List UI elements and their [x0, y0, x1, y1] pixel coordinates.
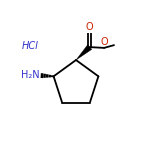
Text: HCl: HCl	[22, 41, 39, 51]
Text: H₂N: H₂N	[21, 70, 40, 80]
Text: O: O	[86, 22, 93, 32]
Polygon shape	[76, 45, 92, 60]
Text: O: O	[101, 37, 108, 47]
